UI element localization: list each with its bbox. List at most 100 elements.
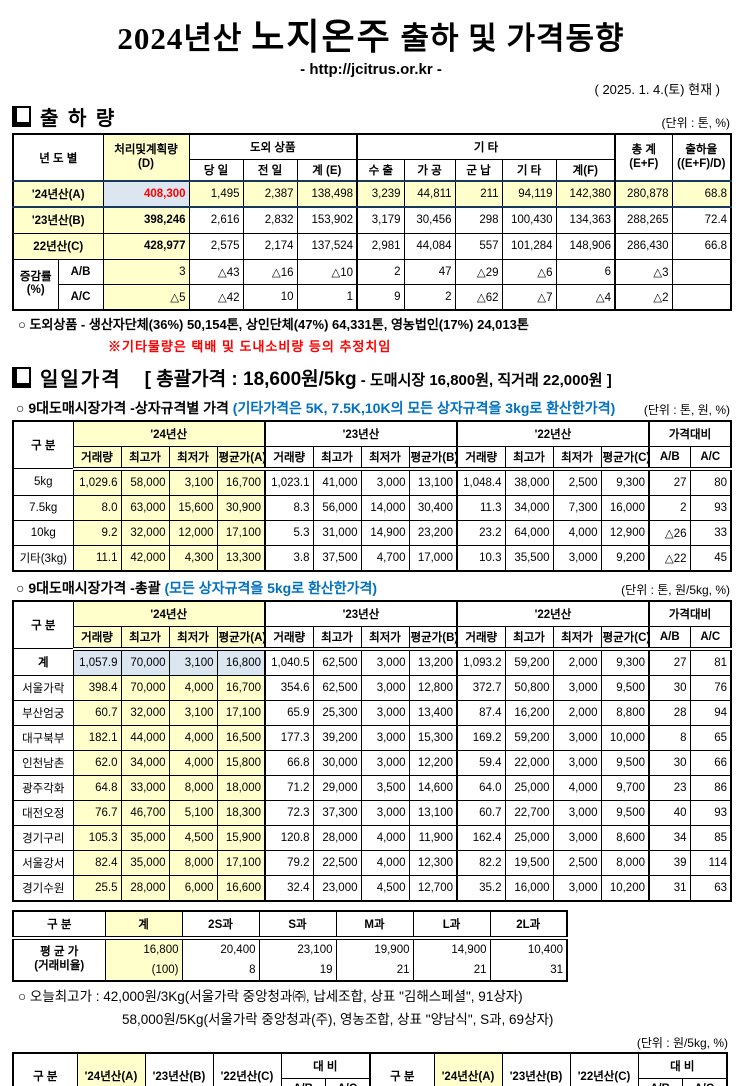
row-label: 대구북부 <box>12 724 74 751</box>
cell: 12,800 <box>408 674 458 701</box>
cell: 34,000 <box>504 494 554 521</box>
cell: 64.0 <box>456 774 506 801</box>
grade-ratio: 19 <box>258 959 337 981</box>
cell: 39 <box>648 849 691 876</box>
col-grade-2s: 2S과 <box>181 910 260 940</box>
cell: 398,246 <box>102 206 190 234</box>
cell: 3,179 <box>356 206 405 234</box>
cell: 13,100 <box>408 799 458 826</box>
cell: 28,000 <box>120 874 170 901</box>
cell <box>671 258 732 285</box>
row-label: 대전오정 <box>12 799 74 826</box>
cell: 3,000 <box>360 648 410 676</box>
cell: 8,000 <box>168 774 218 801</box>
cell: △16 <box>242 258 298 285</box>
cell: 2,387 <box>242 180 298 208</box>
cell: 28,000 <box>312 824 362 851</box>
cell <box>671 283 732 310</box>
cell: 2,616 <box>188 206 244 234</box>
cell: 25.5 <box>72 874 122 901</box>
col-ac: A/C <box>324 1077 371 1086</box>
today-high-note1: ○ 오늘최고가 : 42,000원/3Kg(서울가락 중앙청과㈜, 납세조합, … <box>18 988 523 1004</box>
daily-section-title: 일일가격 <box>40 368 122 391</box>
row-label: 5kg <box>12 468 74 496</box>
cell: 211 <box>454 180 503 208</box>
row-label: 기타(3kg) <box>12 544 74 571</box>
col-vol: 거래량 <box>456 445 506 471</box>
summary-unit: (단위 : 원/5kg, %) <box>636 1035 728 1050</box>
col-other: 기 타 <box>501 159 557 182</box>
cell: 23.2 <box>456 519 506 546</box>
cell: 94,119 <box>501 180 557 208</box>
cell: 9,500 <box>600 674 650 701</box>
cell: 10.3 <box>456 544 506 571</box>
cell: 70,000 <box>120 674 170 701</box>
cell: 16,200 <box>504 699 554 726</box>
col-total-line1: 총 계 <box>631 144 656 157</box>
cell: 3,000 <box>552 799 602 826</box>
cell: 25,300 <box>312 699 362 726</box>
total-table-title-note: (모든 상자규격을 5kg로 환산한가격) <box>164 579 378 596</box>
cell: △26 <box>648 519 691 546</box>
cell: 4,000 <box>552 774 602 801</box>
cell: 62,500 <box>312 674 362 701</box>
shipment-table-body: '24년산(A) 408,300 1,495 2,387 138,498 3,239 44,… <box>12 180 732 310</box>
cell: 16,500 <box>216 724 266 751</box>
cell: 9,500 <box>600 799 650 826</box>
col-avg-a: 평균가(A) <box>216 445 266 471</box>
cell: 3,000 <box>552 674 602 701</box>
cell: △62 <box>454 283 503 310</box>
col-sum-e: 계 (E) <box>296 159 359 182</box>
col-high: 최고가 <box>312 625 362 651</box>
cell: △29 <box>454 258 503 285</box>
cell: 4,500 <box>168 824 218 851</box>
cell: 2,500 <box>552 849 602 876</box>
col-rate: 출하율 ((E+F)/D) <box>671 133 732 182</box>
col-avg-c: 평균가(C) <box>600 445 650 471</box>
col-outside-group: 도외 상품 <box>188 133 359 160</box>
col-high: 최고가 <box>312 445 362 471</box>
col-y22: '22년산(C) <box>569 1052 639 1086</box>
cell: 14,900 <box>360 519 410 546</box>
col-low: 최저가 <box>552 625 602 651</box>
cell: 1,040.5 <box>264 648 314 676</box>
cell: 62.0 <box>72 749 122 776</box>
cell: 25,000 <box>504 774 554 801</box>
cell: 25,000 <box>504 824 554 851</box>
cell: 138,498 <box>296 180 359 208</box>
cell: 22,500 <box>312 849 362 876</box>
cell: 15,800 <box>216 749 266 776</box>
shipment-table: 년 도 별 처리및계획량 (D) 도외 상품 기 타 총 계 (E+F) 출하율((… <box>12 133 733 311</box>
cell: 22,000 <box>504 749 554 776</box>
cell: 5,100 <box>168 799 218 826</box>
col-gubun: 구 분 <box>12 910 106 940</box>
cell: 3,500 <box>360 774 410 801</box>
cell: 1,495 <box>188 180 244 208</box>
cell: 85 <box>689 824 732 851</box>
cell: 408,300 <box>102 180 190 208</box>
cell: 428,977 <box>102 232 190 260</box>
cell: 4,700 <box>360 544 410 571</box>
total-table-unit: (단위 : 톤, 원/5kg, %) <box>621 582 730 597</box>
col-ac: A/C <box>681 1077 728 1086</box>
by-box-unit: (단위 : 톤, 원, %) <box>643 402 730 417</box>
cell: 30,456 <box>403 206 456 234</box>
col-daebi-group: 대 비 <box>637 1052 728 1079</box>
row-label: 10kg <box>12 519 74 546</box>
grade-ratio: 21 <box>412 959 491 981</box>
cell: 17,100 <box>216 849 266 876</box>
total-table-header: ○ 9대도매시장가격 -총괄 (모든 상자규격을 5kg로 환산한가격) (단위… <box>12 578 730 598</box>
cell: 59,200 <box>504 648 554 676</box>
cell: 4,000 <box>168 674 218 701</box>
cell: 2 <box>648 494 691 521</box>
cell: 41,000 <box>312 468 362 496</box>
cell: 6 <box>555 258 617 285</box>
cell: 35,000 <box>120 849 170 876</box>
page-title: 2024년산 노지온주 출하 및 가격동향 <box>12 8 730 60</box>
grade-ratio: 8 <box>181 959 260 981</box>
shipment-section-title: 출 하 량 <box>40 108 117 130</box>
section-square-icon <box>12 106 31 127</box>
col-rate-line1: 출하율 <box>685 144 718 157</box>
col-y22: '22년산(C) <box>212 1052 282 1086</box>
row-label: 경기수원 <box>12 874 74 901</box>
